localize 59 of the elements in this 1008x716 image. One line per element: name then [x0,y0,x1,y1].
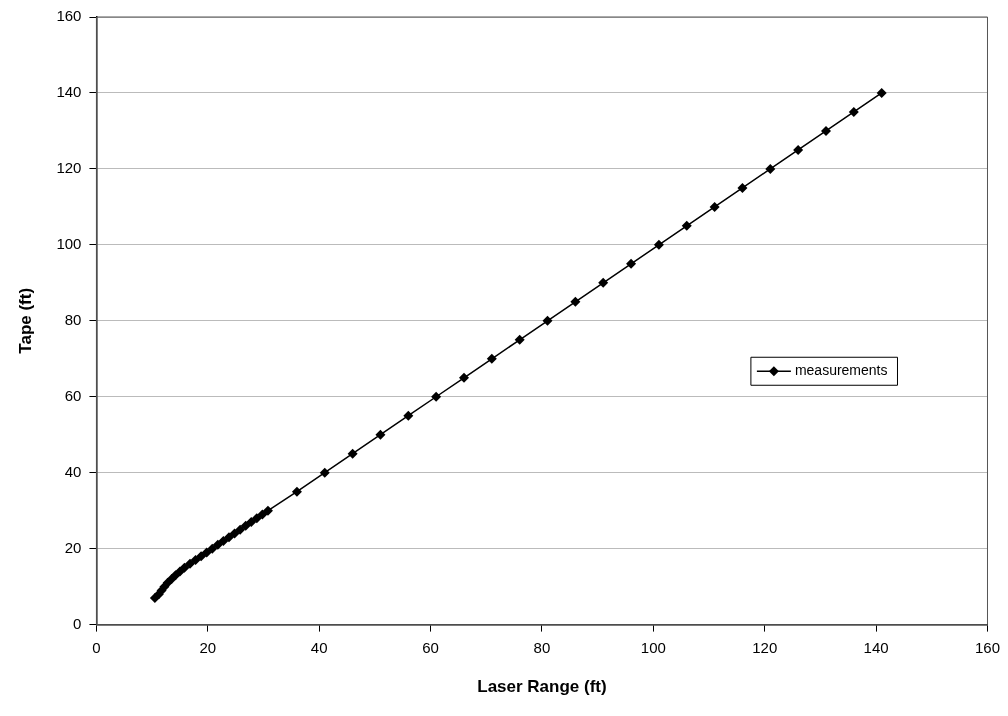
point [431,391,442,402]
x-tick-label: 20 [199,638,217,656]
point [179,562,190,573]
x-tick-label: 160 [974,638,1000,656]
x-tick-label: 0 [92,638,101,656]
point [229,528,240,539]
point [765,163,776,174]
x-tick-label: 60 [422,638,439,656]
point [820,125,831,136]
y-tick-label: 100 [56,234,82,252]
point [681,220,692,231]
point [196,551,207,562]
x-tick-label: 120 [752,638,778,656]
point [218,536,229,547]
point [542,315,553,326]
x-tick-label: 100 [640,638,666,656]
point [598,277,609,288]
point [319,467,330,478]
x-tick-label: 40 [310,638,328,656]
point [737,182,748,193]
point [403,410,414,421]
point [626,258,637,269]
point [262,505,273,516]
point [709,201,720,212]
point [251,513,262,524]
point [257,509,268,520]
point [653,239,664,250]
y-axis-title: Tape (ft) [15,287,35,354]
point [570,296,581,307]
y-tick-label: 80 [64,310,82,328]
point [375,429,386,440]
legend-label: measurements [794,362,888,379]
point [240,520,251,531]
point [184,558,195,569]
point [848,106,859,117]
y-tick-label: 60 [64,386,82,404]
y-tick-label: 0 [73,614,82,632]
y-tick-label: 140 [56,83,82,101]
point [201,547,212,558]
y-tick-label: 160 [56,7,82,25]
x-tick-label: 80 [533,638,551,656]
point [347,448,358,459]
y-tick-label: 40 [64,462,82,480]
y-tick-label: 20 [64,538,82,556]
point [486,353,497,364]
point [458,372,469,383]
point [223,532,234,543]
point [246,517,257,528]
y-tick-label: 120 [56,159,82,177]
x-axis-title: Laser Range (ft) [477,677,607,697]
x-tick-label: 140 [863,638,889,656]
point [207,543,218,554]
point [212,539,223,550]
point [876,87,887,98]
point [235,524,246,535]
point [793,144,804,155]
point [291,486,302,497]
point [190,555,201,566]
point [514,334,525,345]
